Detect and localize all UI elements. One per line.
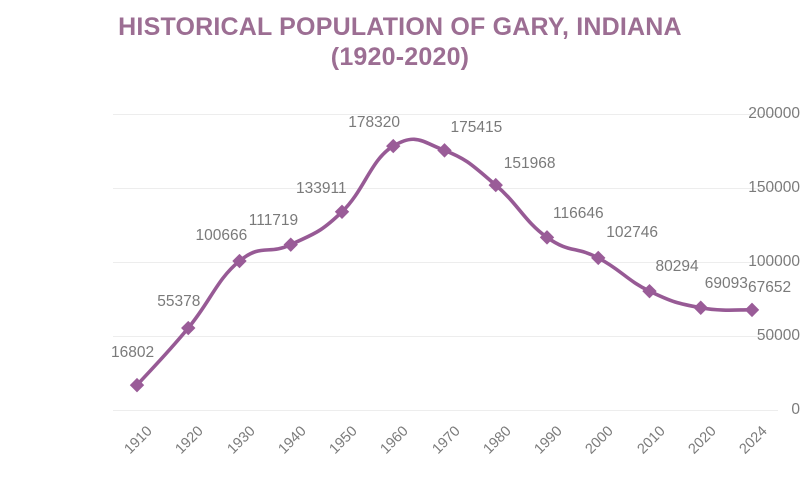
data-point-label: 133911: [296, 179, 347, 197]
y-axis-tick-label: 200000: [748, 105, 800, 122]
data-point-marker[interactable]: [539, 230, 555, 245]
data-point-label: 69093: [704, 274, 748, 292]
data-point-label: 111719: [248, 211, 299, 229]
chart-title-line-2: (1920-2020): [330, 43, 470, 71]
data-point-label: 116646: [553, 205, 604, 223]
data-point-markers: [129, 138, 760, 393]
gridline: [113, 336, 778, 337]
gridline: [113, 262, 778, 263]
data-point-marker[interactable]: [642, 283, 657, 299]
data-point-label: 100666: [195, 227, 248, 244]
y-axis-tick-label: 50000: [756, 327, 800, 344]
data-point-marker[interactable]: [693, 300, 708, 315]
data-point-label: 151968: [503, 155, 556, 173]
data-point-label: 67652: [748, 278, 792, 296]
data-point-marker[interactable]: [129, 377, 145, 393]
data-point-label: 80294: [655, 258, 699, 276]
data-point-label: 102746: [606, 223, 658, 241]
y-axis-tick-label: 0: [791, 401, 800, 418]
chart-title-line-1: HISTORICAL POPULATION OF GARY, INDIANA: [118, 13, 682, 41]
data-point-marker[interactable]: [181, 320, 196, 336]
data-point-marker[interactable]: [591, 250, 606, 266]
data-point-label: 55378: [157, 293, 201, 311]
data-point-marker[interactable]: [744, 302, 760, 318]
gridline: [113, 188, 778, 189]
gridline: [113, 410, 778, 411]
data-point-marker[interactable]: [334, 204, 350, 220]
data-point-marker[interactable]: [437, 143, 452, 158]
chart-title: HISTORICAL POPULATION OF GARY, INDIANA (…: [0, 12, 800, 72]
data-point-label: 175415: [450, 119, 503, 137]
data-point-marker[interactable]: [232, 253, 247, 269]
y-axis-tick-label: 100000: [748, 253, 800, 270]
data-point-marker[interactable]: [488, 177, 503, 193]
gridline: [113, 114, 778, 115]
y-axis-tick-label: 150000: [748, 179, 800, 196]
data-point-marker[interactable]: [386, 138, 401, 154]
data-point-label: 16802: [111, 344, 155, 362]
data-point-marker[interactable]: [283, 237, 298, 252]
data-point-label: 178320: [348, 114, 400, 132]
